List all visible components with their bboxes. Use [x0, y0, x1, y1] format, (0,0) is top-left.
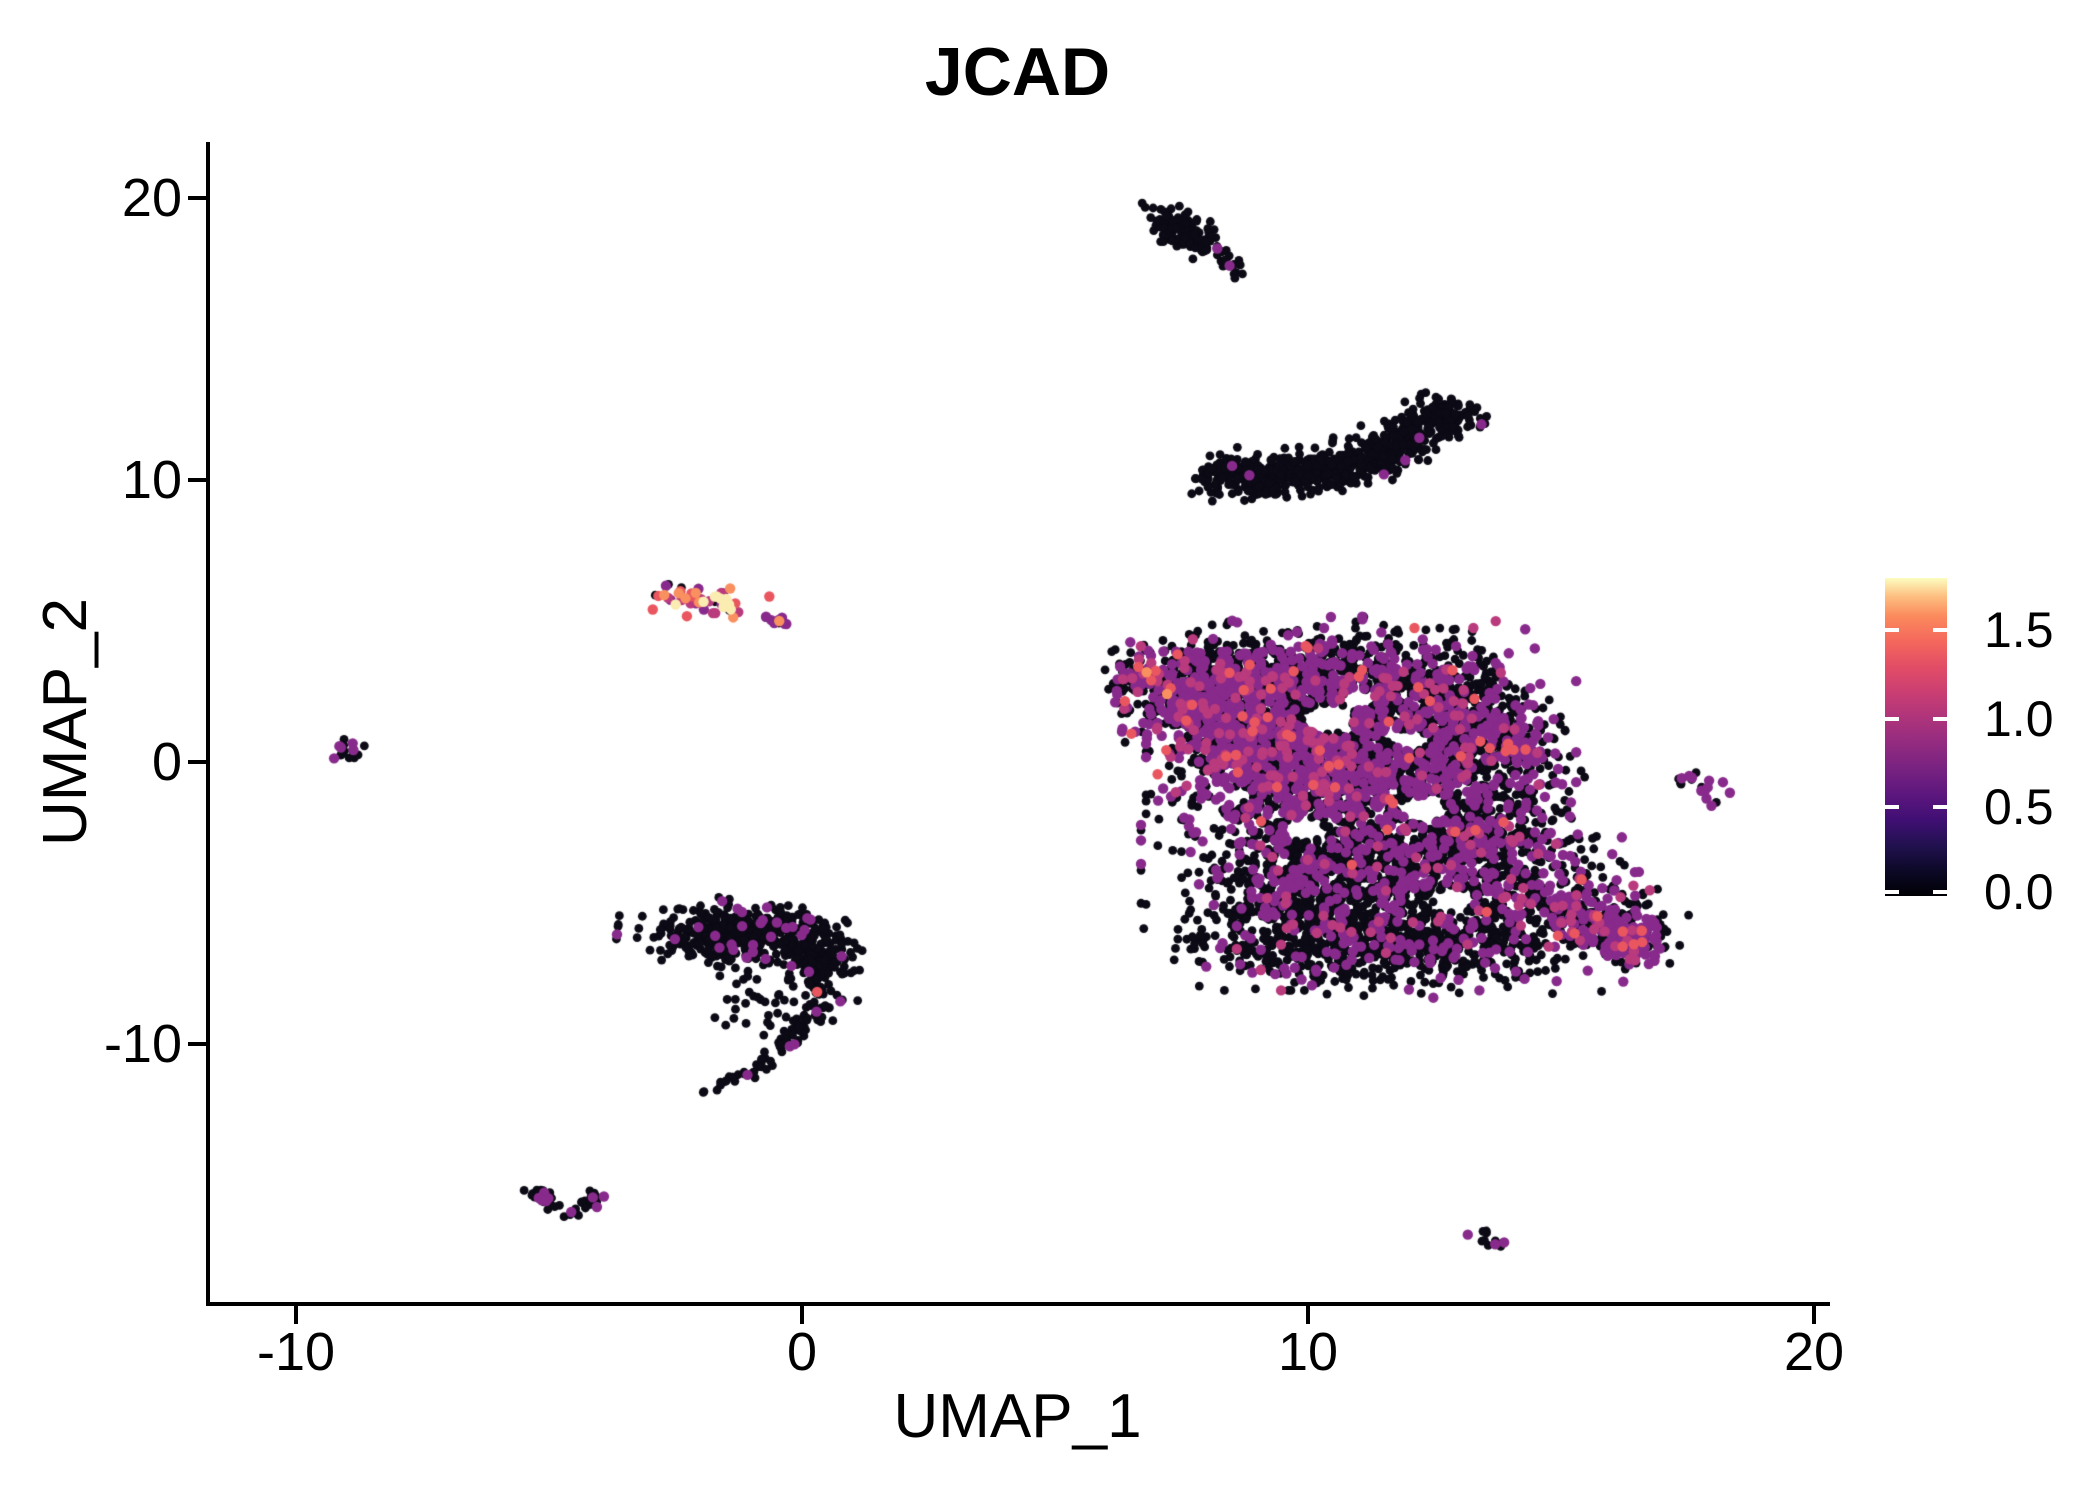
- colorbar-tick-mark: [1933, 628, 1947, 633]
- x-tick-label: 20: [1783, 1322, 1845, 1382]
- colorbar-tick-mark: [1933, 890, 1947, 894]
- colorbar-tick-mark: [1885, 890, 1899, 894]
- y-tick-label: -10: [103, 1014, 182, 1074]
- colorbar-tick-mark: [1885, 628, 1899, 633]
- y-axis-title: UMAP_2: [31, 597, 100, 847]
- y-tick-mark: [188, 196, 206, 200]
- legend-tick-label: 1.0: [1984, 690, 2054, 747]
- colorbar-legend: [1885, 578, 1947, 896]
- colorbar-tick-mark: [1885, 805, 1899, 810]
- y-tick-label: 20: [121, 168, 182, 228]
- x-tick-mark: [800, 1306, 804, 1324]
- plot-panel: [210, 142, 1825, 1302]
- x-tick-label: 10: [1277, 1322, 1339, 1382]
- colorbar-tick-mark: [1933, 716, 1947, 721]
- y-tick-mark: [188, 1042, 206, 1046]
- plot-title: JCAD: [924, 34, 1111, 110]
- colorbar-tick-mark: [1933, 805, 1947, 810]
- y-tick-mark: [188, 760, 206, 764]
- legend-tick-label: 0.5: [1984, 779, 2054, 836]
- x-axis-title: UMAP_1: [893, 1382, 1142, 1451]
- legend-tick-label: 1.5: [1984, 602, 2054, 659]
- x-axis-line: [206, 1302, 1830, 1306]
- colorbar-tick-mark: [1885, 716, 1899, 721]
- scatter-points-canvas: [210, 142, 1825, 1302]
- x-tick-mark: [1306, 1306, 1310, 1324]
- x-tick-mark: [1812, 1306, 1816, 1324]
- y-tick-label: 0: [151, 732, 182, 792]
- y-tick-mark: [188, 478, 206, 482]
- x-tick-label: -10: [256, 1322, 336, 1382]
- y-tick-label: 10: [121, 450, 182, 510]
- legend-tick-label: 0.0: [1984, 864, 2054, 920]
- y-axis-line: [206, 142, 210, 1306]
- x-tick-label: 0: [786, 1322, 818, 1382]
- x-tick-mark: [294, 1306, 298, 1324]
